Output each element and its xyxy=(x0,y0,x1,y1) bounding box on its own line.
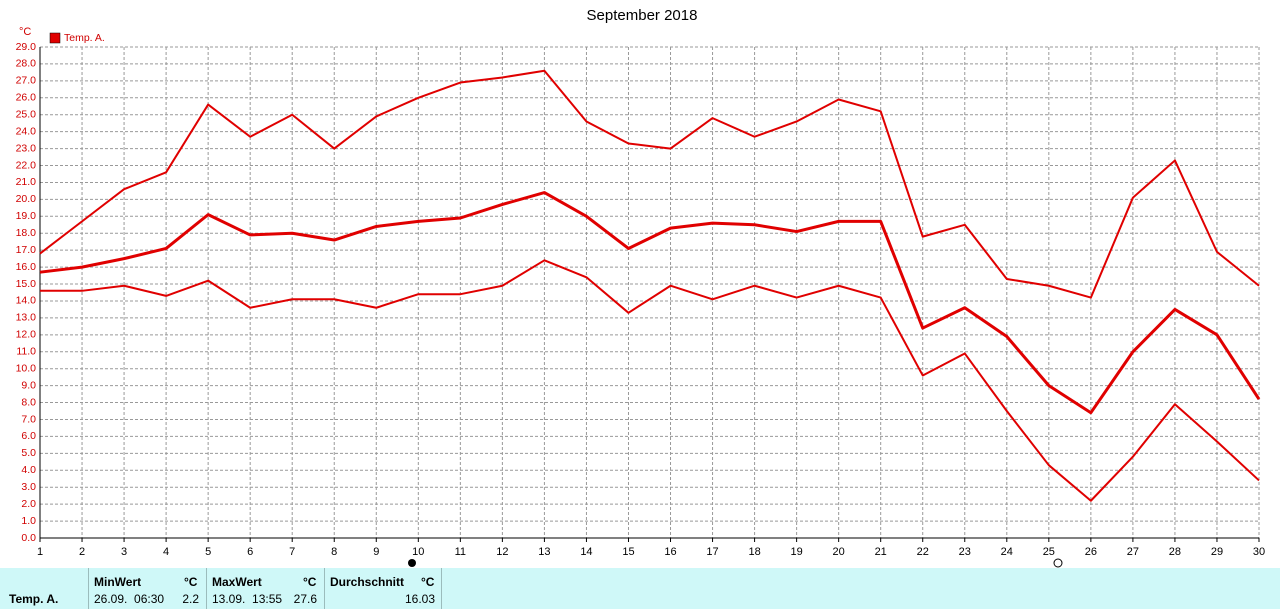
y-tick-label: 26.0 xyxy=(16,92,37,104)
x-tick-label: 26 xyxy=(1085,546,1097,558)
x-tick-label: 24 xyxy=(1001,546,1013,558)
x-tick-label: 8 xyxy=(331,546,337,558)
y-tick-label: 9.0 xyxy=(21,379,36,391)
legend-label: Temp. A. xyxy=(64,32,105,44)
x-tick-label: 16 xyxy=(664,546,676,558)
stats-panel: Temp. A. MinWert °C 26.09. 06:30 2.2 Max… xyxy=(0,568,1280,609)
avg-unit: °C xyxy=(421,575,435,589)
y-tick-label: 5.0 xyxy=(21,447,36,459)
avg-value: 16.03 xyxy=(404,592,435,606)
y-tick-label: 10.0 xyxy=(16,362,37,374)
x-tick-label: 4 xyxy=(163,546,169,558)
x-tick-label: 19 xyxy=(790,546,802,558)
y-tick-label: 0.0 xyxy=(21,532,36,544)
y-tick-label: 29.0 xyxy=(16,41,37,53)
chart-title: September 2018 xyxy=(587,7,698,24)
y-tick-label: 7.0 xyxy=(21,413,36,425)
chart: September 2018 °C 0.0 1.0 2.0 3.0 4.0 5.0 6.0 7… xyxy=(16,7,1265,568)
max-time: 13.09. 13:55 xyxy=(212,592,283,606)
moon-full xyxy=(1053,558,1063,568)
x-tick-label: 30 xyxy=(1253,546,1265,558)
y-tick-label: 14.0 xyxy=(16,295,37,307)
y-tick-label: 21.0 xyxy=(16,176,37,188)
y-tick-label: 18.0 xyxy=(16,227,37,239)
y-tick-label: 25.0 xyxy=(16,109,37,121)
x-tick-label: 9 xyxy=(373,546,379,558)
avg-title: Durchschnitt xyxy=(330,575,405,589)
series-line xyxy=(40,259,1260,502)
y-tick-label: 2.0 xyxy=(21,498,36,510)
y-tick-label: 1.0 xyxy=(21,515,36,527)
x-tick-label: 1 xyxy=(37,546,43,558)
x-tick-label: 22 xyxy=(917,546,929,558)
min-value: 2.2 xyxy=(182,592,199,606)
x-tick-label: 2 xyxy=(79,546,85,558)
y-tick-label: 27.0 xyxy=(16,75,37,87)
x-tick-label: 21 xyxy=(875,546,887,558)
x-tick-label: 6 xyxy=(247,546,253,558)
y-tick-label: 23.0 xyxy=(16,142,37,154)
min-time: 26.09. 06:30 xyxy=(94,592,165,606)
moon-new xyxy=(408,559,416,567)
stats-label: Temp. A. xyxy=(9,592,59,606)
x-tick-label: 12 xyxy=(496,546,508,558)
max-value: 27.6 xyxy=(293,592,317,606)
min-title: MinWert xyxy=(94,575,142,589)
y-tick-label: 22.0 xyxy=(16,159,37,171)
y-tick-label: 12.0 xyxy=(16,329,37,341)
x-tick-label: 17 xyxy=(706,546,718,558)
x-tick-label: 15 xyxy=(622,546,634,558)
x-tick-label: 13 xyxy=(538,546,550,558)
x-tick-label: 27 xyxy=(1127,546,1139,558)
y-tick-label: 8.0 xyxy=(21,396,36,408)
y-tick-label: 6.0 xyxy=(21,430,36,442)
x-tick-label: 10 xyxy=(412,546,424,558)
x-tick-label: 29 xyxy=(1211,546,1223,558)
series-line xyxy=(39,191,1261,415)
y-tick-label: 4.0 xyxy=(21,464,36,476)
max-unit: °C xyxy=(303,575,317,589)
x-tick-label: 11 xyxy=(455,546,466,558)
min-unit: °C xyxy=(184,575,198,589)
y-tick-label: 15.0 xyxy=(16,278,37,290)
y-tick-label: 28.0 xyxy=(16,58,37,70)
x-tick-label: 23 xyxy=(959,546,971,558)
y-tick-label: 19.0 xyxy=(16,210,37,222)
y-tick-label: 20.0 xyxy=(16,193,37,205)
x-tick-label: 18 xyxy=(748,546,760,558)
x-tick-label: 7 xyxy=(289,546,295,558)
x-tick-label: 25 xyxy=(1043,546,1055,558)
y-axis-unit: °C xyxy=(19,26,31,38)
y-tick-label: 24.0 xyxy=(16,125,37,137)
legend-swatch xyxy=(49,32,61,44)
x-tick-label: 28 xyxy=(1169,546,1181,558)
series-line xyxy=(39,69,1260,299)
max-title: MaxWert xyxy=(212,575,262,589)
x-tick-label: 5 xyxy=(205,546,211,558)
y-tick-label: 11.0 xyxy=(16,346,36,358)
x-tick-label: 3 xyxy=(121,546,127,558)
x-tick-label: 14 xyxy=(580,546,592,558)
y-tick-label: 16.0 xyxy=(16,261,37,273)
y-tick-label: 17.0 xyxy=(16,244,37,256)
x-tick-label: 20 xyxy=(833,546,845,558)
y-tick-label: 13.0 xyxy=(16,312,37,324)
y-tick-label: 3.0 xyxy=(21,481,36,493)
